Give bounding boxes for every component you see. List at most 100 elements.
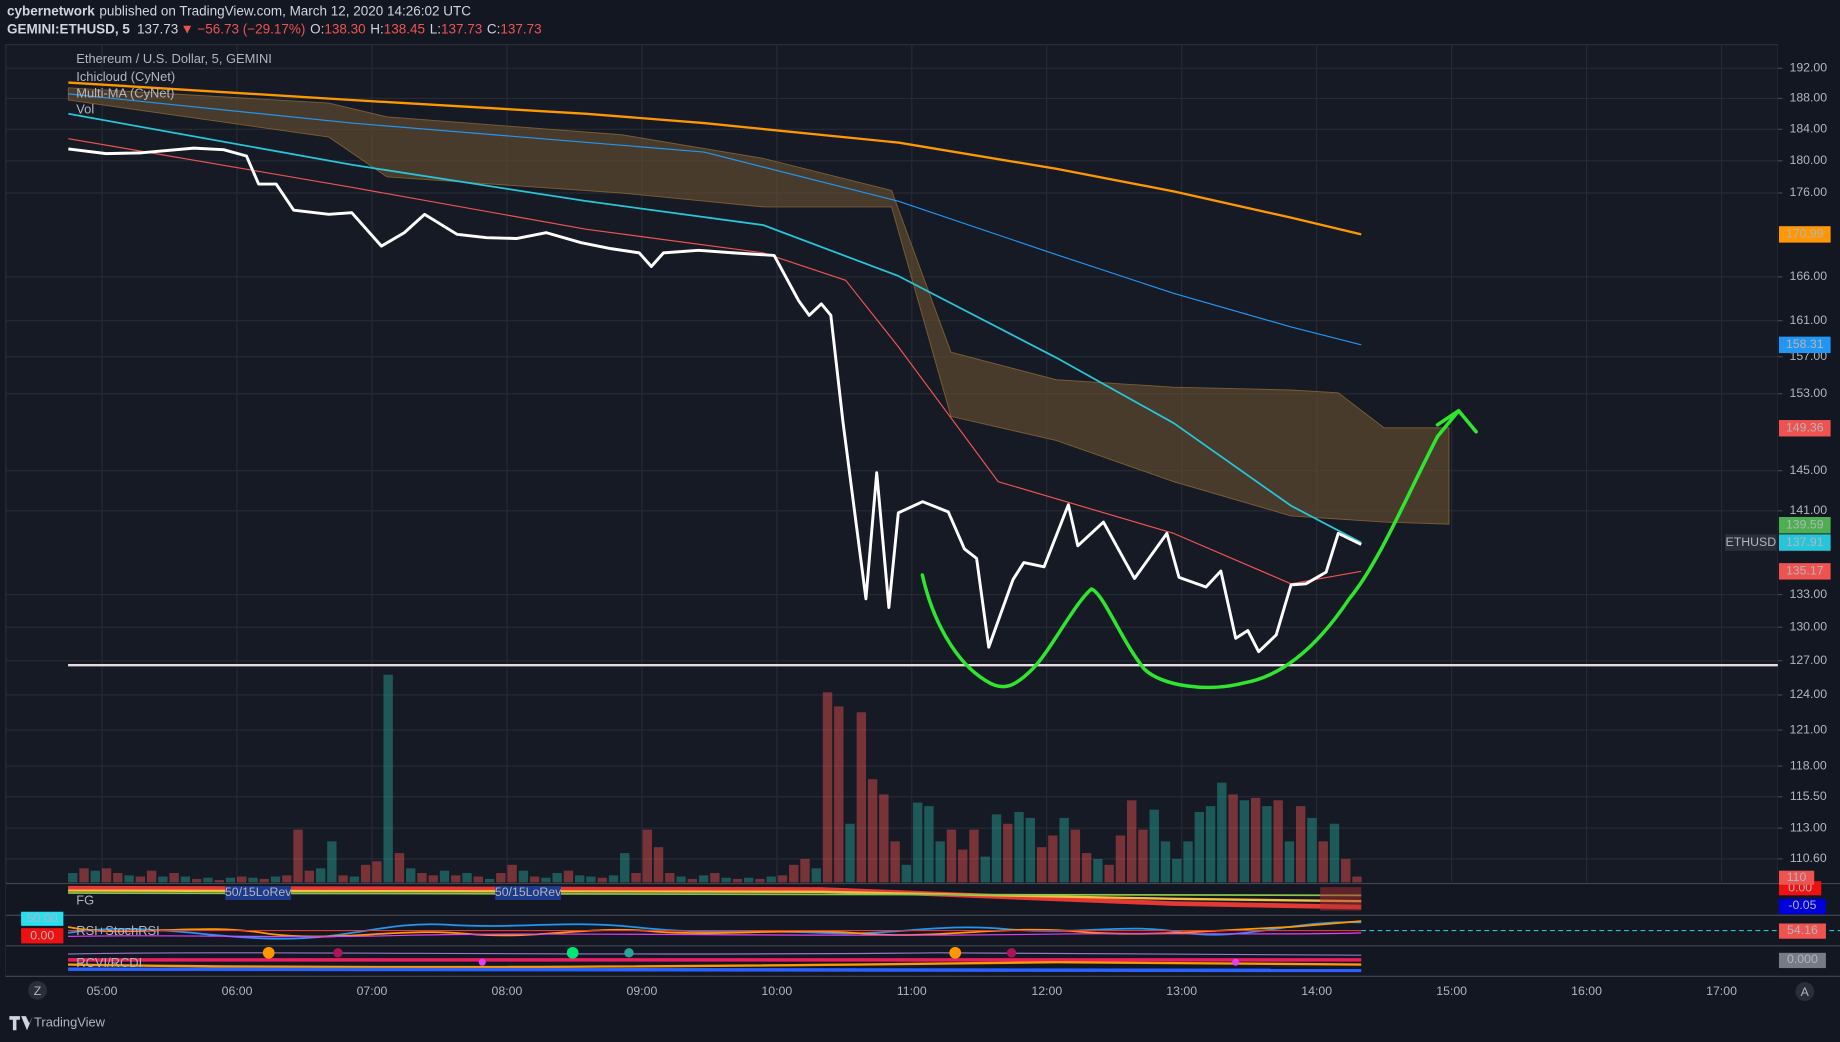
fg-title: FG xyxy=(76,893,94,908)
volume-bar xyxy=(214,880,224,883)
fg-tag-text: 50/15LoRev xyxy=(225,885,292,899)
rcvi-signal xyxy=(1006,948,1017,958)
volume-bar xyxy=(146,870,157,883)
volume-bar xyxy=(732,878,743,883)
volume-bar xyxy=(1329,823,1340,883)
y-tick-label: 115.50 xyxy=(1790,789,1827,803)
x-tick-label: 11:00 xyxy=(897,984,927,998)
volume-bar xyxy=(372,861,382,883)
y-tick-label: 127.00 xyxy=(1789,653,1827,667)
volume-bar xyxy=(349,876,360,883)
volume-bar xyxy=(822,692,833,883)
volume-bar xyxy=(1127,800,1137,883)
volume-bar xyxy=(191,878,202,883)
series-line xyxy=(68,138,1362,585)
volume-bar xyxy=(1273,800,1283,883)
volume-bar xyxy=(1295,806,1306,883)
volume-bar xyxy=(676,876,686,883)
ohlc-value: 137.73 xyxy=(500,21,541,36)
volume-bar xyxy=(158,876,168,883)
y-tick-label: 130.00 xyxy=(1789,619,1827,633)
auto-scale-button-label[interactable]: A xyxy=(1801,985,1810,999)
volume-bar xyxy=(496,873,506,883)
ichimoku-cloud xyxy=(67,87,1450,525)
series-line xyxy=(68,81,1362,236)
x-tick-label: 09:00 xyxy=(626,984,657,998)
price-tag-label: 137.91 xyxy=(1786,535,1824,549)
volume-bar xyxy=(1104,864,1114,883)
rcvi-signal xyxy=(478,958,486,966)
volume-bar xyxy=(259,878,269,883)
volume-bar xyxy=(237,876,247,883)
volume-bar xyxy=(338,875,348,883)
volume-bar xyxy=(1059,817,1069,883)
volume-bar xyxy=(755,878,765,883)
ohlc-label: O: xyxy=(310,21,324,36)
volume-bar xyxy=(315,868,326,883)
ohlc-value: 137.73 xyxy=(441,21,482,36)
volume-bar xyxy=(1172,858,1182,883)
volume-bar xyxy=(68,873,78,883)
chart-title: Ethereum / U.S. Dollar, 5, GEMINI xyxy=(76,51,272,66)
x-tick-label: 05:00 xyxy=(87,984,118,998)
volume-bar xyxy=(1138,829,1148,883)
volume-bar xyxy=(1025,817,1035,883)
rcvi-line xyxy=(68,952,1362,956)
y-tick-label: 113.00 xyxy=(1790,820,1827,834)
rcvi-title: RCVI/RCDI xyxy=(76,955,142,970)
x-tick-label: 17:00 xyxy=(1706,984,1737,998)
symbol: GEMINI:ETHUSD, 5 xyxy=(7,21,130,36)
series-line xyxy=(68,93,1362,346)
volume-bar xyxy=(1036,847,1047,883)
volume-bar xyxy=(552,873,562,883)
volume-bar xyxy=(575,875,585,883)
volume-bar xyxy=(958,849,968,883)
axis-tag xyxy=(21,911,64,926)
volume-bar xyxy=(135,876,146,883)
volume-bar xyxy=(270,876,281,883)
volume-tag xyxy=(1778,870,1815,885)
y-tick-label: 184.00 xyxy=(1789,122,1827,136)
fg-tag xyxy=(225,885,292,901)
volume-bar xyxy=(90,870,100,883)
y-tick-label: 166.00 xyxy=(1789,269,1827,283)
series-line xyxy=(68,112,1362,544)
volume-bar xyxy=(1239,800,1250,883)
volume-bar xyxy=(203,877,213,883)
rsi-left-value: 50.00 xyxy=(27,911,58,925)
series xyxy=(67,81,1778,667)
volume-bar xyxy=(383,674,393,883)
series-line xyxy=(68,146,1362,654)
y-tick-label: 121.00 xyxy=(1789,722,1827,736)
ohlc-value: 138.30 xyxy=(324,21,365,36)
indicator-name: Ichicloud (CyNet) xyxy=(76,69,175,84)
volume-bar xyxy=(473,876,483,883)
volume-bar xyxy=(1217,782,1227,883)
volume-bar xyxy=(1352,876,1362,883)
volume-bar xyxy=(777,875,788,883)
y-tick-label: 176.00 xyxy=(1789,185,1827,199)
x-tick-label: 16:00 xyxy=(1571,984,1602,998)
volume-bar xyxy=(79,868,89,883)
scale-button[interactable] xyxy=(28,980,47,1000)
volume xyxy=(68,674,1362,883)
volume-bar xyxy=(1183,841,1193,883)
volume-bar xyxy=(980,856,990,883)
volume-bar xyxy=(1081,853,1092,883)
scale-button-label[interactable]: Z xyxy=(34,984,42,998)
volume-bar xyxy=(1070,829,1081,883)
price-tag xyxy=(1778,336,1831,354)
volume-bar xyxy=(1318,841,1328,883)
volume-bar xyxy=(1093,858,1103,883)
rcvi-signal xyxy=(566,946,579,959)
brand: TradingView xyxy=(34,1015,106,1030)
y-tick-label: 192.00 xyxy=(1789,61,1827,75)
volume-bar xyxy=(1003,823,1013,883)
volume-bar xyxy=(935,841,945,883)
volume-bar xyxy=(834,706,844,883)
auto-scale-button[interactable] xyxy=(1795,982,1815,1001)
volume-bar xyxy=(766,876,776,883)
volume-bar xyxy=(653,847,664,883)
volume-bar xyxy=(901,864,912,883)
price-axis xyxy=(1777,44,1840,977)
